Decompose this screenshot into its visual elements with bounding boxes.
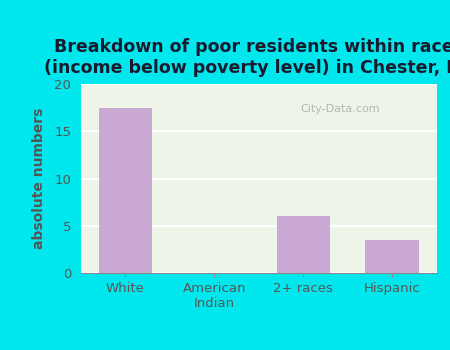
- Bar: [365, 240, 418, 273]
- Bar: [276, 216, 330, 273]
- Y-axis label: absolute numbers: absolute numbers: [32, 108, 46, 249]
- Bar: [99, 108, 152, 273]
- Title: Breakdown of poor residents within races
(income below poverty level) in Chester: Breakdown of poor residents within races…: [45, 38, 450, 77]
- Text: City-Data.com: City-Data.com: [301, 104, 380, 113]
